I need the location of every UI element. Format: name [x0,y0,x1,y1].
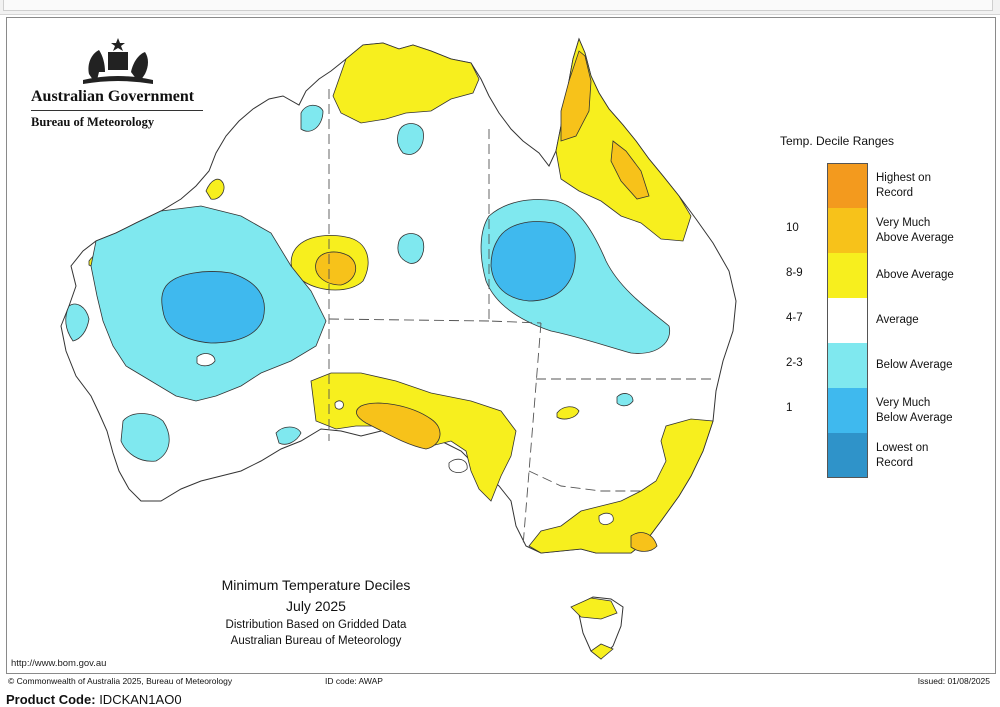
product-code-value: IDCKAN1AO0 [99,692,182,707]
bureau-name: Bureau of Meteorology [31,115,155,129]
copyright-text: © Commonwealth of Australia 2025, Bureau… [8,676,233,686]
legend-row-below-average: 2-3 Below Average [780,343,990,388]
legend-swatch [827,208,868,253]
product-code: Product Code: IDCKAN1AO0 [6,692,182,707]
footer: © Commonwealth of Australia 2025, Bureau… [0,676,1000,688]
map-period: July 2025 [286,598,346,614]
legend-label: Above Average [876,269,954,281]
coat-of-arms-icon [83,38,153,84]
legend-swatch [827,343,868,388]
issued-date: Issued: 01/08/2025 [917,676,990,686]
legend-swatch [827,433,868,478]
legend-row-lowest-on-record: Lowest on Record [780,433,990,478]
legend-title: Temp. Decile Ranges [780,134,895,148]
average-islands [196,353,614,525]
government-logo: Australian Government Bureau of Meteorol… [31,34,203,130]
legend-range: 2-3 [786,357,803,369]
legend-row-highest-on-record: Highest on Record [780,163,990,208]
legend-range: 4-7 [786,312,803,324]
website-link[interactable]: http://www.bom.gov.au [11,658,107,669]
legend-range: 10 [786,222,799,234]
legend-row-very-much-below-average: 1 Very Much Below Average [780,388,990,433]
legend-label: Average [876,314,919,326]
legend-label: Lowest on Record [876,441,929,469]
legend-label: Below Average [876,359,953,371]
id-code: ID code: AWAP [325,676,383,686]
map-title-block: Minimum Temperature Deciles July 2025 Di… [191,575,441,649]
agency-name: Australian Government [31,88,203,111]
legend-row-very-much-above-average: 10 Very Much Above Average [780,208,990,253]
very-much-above-average-regions [315,50,658,552]
map-subtitle: Distribution Based on Gridded Data [225,619,407,631]
map-title: Minimum Temperature Deciles [221,577,411,593]
legend-swatch [827,298,868,343]
legend-swatch [827,163,868,208]
australia-decile-map [60,37,737,660]
very-much-below-average-regions [161,221,576,344]
state-borders [328,89,716,547]
top-strip [0,0,1000,15]
legend-swatch [827,253,868,298]
map-frame: Australian Government Bureau of Meteorol… [6,17,996,674]
legend-row-above-average: 8-9 Above Average [780,253,990,298]
map-credit: Australian Bureau of Meteorology [230,635,402,647]
legend: Highest on Record 10 Very Much Above Avera… [780,163,990,478]
legend-label: Highest on Record [876,171,931,199]
legend-range: 1 [786,402,793,414]
legend-row-average: 4-7 Average [780,298,990,343]
legend-label: Very Much Above Average [876,216,954,244]
product-code-label: Product Code: [6,692,96,707]
legend-label: Very Much Below Average [876,396,953,424]
legend-swatch [827,388,868,433]
legend-range: 8-9 [786,267,803,279]
